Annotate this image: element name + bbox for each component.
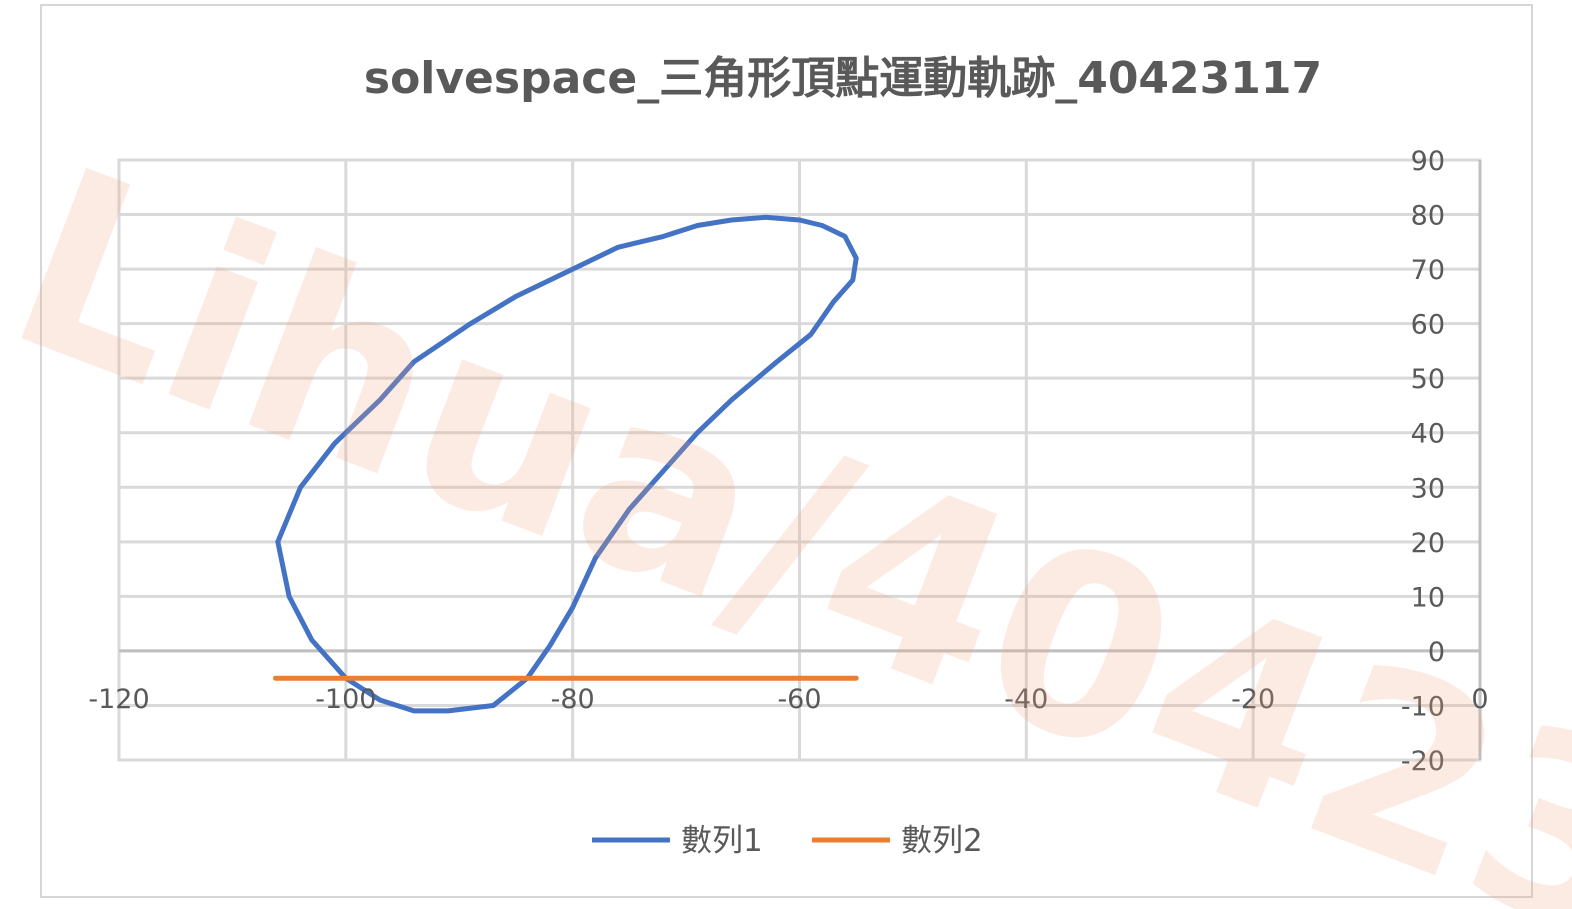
axis-ticks: 90 80 70 60 50 40 30 20 10 0 -10 -20 -120 -100 -80 -60 -… (88, 146, 1488, 777)
y-tick-label: -20 (1401, 746, 1445, 777)
y-tick-label: 70 (1411, 255, 1445, 286)
y-tick-label: 50 (1411, 364, 1445, 395)
y-tick-label: -10 (1401, 691, 1445, 722)
y-tick-label: 0 (1428, 637, 1445, 668)
x-tick-label: -40 (1004, 684, 1048, 715)
x-tick-label: 0 (1471, 684, 1488, 715)
y-tick-label: 40 (1411, 419, 1445, 450)
x-tick-label: -120 (88, 684, 149, 715)
chart-title: solvespace_三角形頂點運動軌跡_40423117 (364, 53, 1322, 104)
series-line-1 (275, 214, 859, 714)
legend-label-2[interactable]: 數列2 (901, 823, 983, 859)
y-tick-label: 90 (1411, 146, 1445, 177)
legend-label-1[interactable]: 數列1 (681, 823, 763, 859)
y-tick-label: 30 (1411, 473, 1445, 504)
watermark: Lihua/40423117 (0, 113, 1572, 909)
legend[interactable]: 數列1 數列2 (592, 823, 983, 859)
y-tick-label: 10 (1411, 582, 1445, 613)
chart-frame (40, 4, 1533, 898)
y-tick-label: 20 (1411, 528, 1445, 559)
x-tick-label: -100 (315, 684, 376, 715)
plot-grid (117, 158, 1482, 762)
x-tick-label: -60 (777, 684, 821, 715)
x-tick-label: -20 (1231, 684, 1275, 715)
y-tick-label: 80 (1411, 201, 1445, 232)
plot-series (273, 214, 859, 714)
y-tick-label: 60 (1411, 310, 1445, 341)
x-tick-label: -80 (551, 684, 595, 715)
